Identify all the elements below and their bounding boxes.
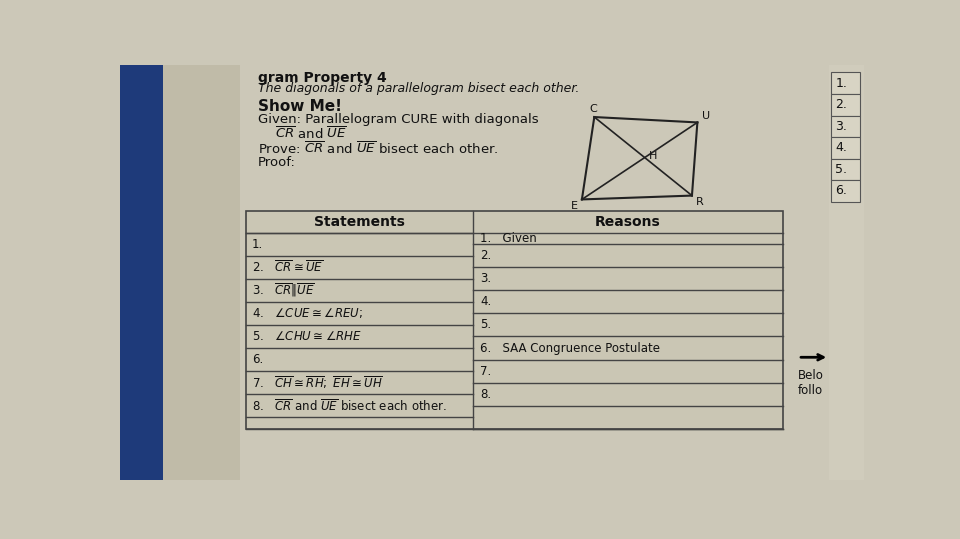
Text: 7.   $\overline{CH} \cong \overline{RH};$ $\overline{EH} \cong \overline{UH}$: 7. $\overline{CH} \cong \overline{RH};$ … <box>252 374 383 391</box>
Text: Statements: Statements <box>314 215 404 229</box>
Bar <box>829 65 864 480</box>
Bar <box>830 158 860 180</box>
Text: 5.   $\angle CHU \cong \angle RHE$: 5. $\angle CHU \cong \angle RHE$ <box>252 330 362 343</box>
Bar <box>830 72 860 94</box>
Text: The diagonals of a parallelogram bisect each other.: The diagonals of a parallelogram bisect … <box>258 81 579 95</box>
Text: Reasons: Reasons <box>595 215 660 229</box>
Text: Show Me!: Show Me! <box>258 99 342 114</box>
Text: U: U <box>702 111 710 121</box>
Text: 6.: 6. <box>252 353 263 366</box>
Text: Prove: $\overline{CR}$ and $\overline{UE}$ bisect each other.: Prove: $\overline{CR}$ and $\overline{UE… <box>258 141 498 157</box>
Text: Belo
follo: Belo follo <box>798 369 824 397</box>
Bar <box>830 94 860 115</box>
Text: 1.   Given: 1. Given <box>480 232 538 245</box>
Bar <box>120 65 162 480</box>
Text: 8.: 8. <box>480 388 492 400</box>
Text: 6.: 6. <box>835 184 848 197</box>
Text: 4.: 4. <box>480 295 492 308</box>
Text: C: C <box>588 104 596 114</box>
Text: $\overline{CR}$ and $\overline{UE}$: $\overline{CR}$ and $\overline{UE}$ <box>275 126 347 142</box>
Text: 4.: 4. <box>835 141 848 154</box>
Bar <box>162 65 240 480</box>
Text: 5.: 5. <box>835 163 848 176</box>
Text: R: R <box>696 197 704 207</box>
Text: 2.: 2. <box>835 98 848 111</box>
Text: 4.   $\angle CUE \cong \angle REU;$: 4. $\angle CUE \cong \angle REU;$ <box>252 306 363 320</box>
Text: 3.: 3. <box>480 272 492 285</box>
Text: 3.: 3. <box>835 120 848 133</box>
Bar <box>246 211 782 429</box>
Text: E: E <box>571 201 578 211</box>
Text: H: H <box>649 151 658 161</box>
Text: Given: Parallelogram CURE with diagonals: Given: Parallelogram CURE with diagonals <box>258 113 539 126</box>
Text: 1.: 1. <box>252 238 263 251</box>
Text: 3.   $\overline{CR} \| \overline{UE}$: 3. $\overline{CR} \| \overline{UE}$ <box>252 281 315 299</box>
Bar <box>830 115 860 137</box>
Text: gram Property 4: gram Property 4 <box>258 71 387 85</box>
Text: 6.   SAA Congruence Postulate: 6. SAA Congruence Postulate <box>480 342 660 355</box>
Bar <box>830 180 860 202</box>
Bar <box>830 137 860 158</box>
Text: 1.: 1. <box>835 77 848 89</box>
Text: 2.   $\overline{CR} \cong \overline{UE}$: 2. $\overline{CR} \cong \overline{UE}$ <box>252 259 323 275</box>
Text: 7.: 7. <box>480 365 492 378</box>
Text: 2.: 2. <box>480 249 492 262</box>
Text: 5.: 5. <box>480 319 492 331</box>
Text: 8.   $\overline{CR}$ and $\overline{UE}$ bisect each other.: 8. $\overline{CR}$ and $\overline{UE}$ b… <box>252 398 446 414</box>
Text: Proof:: Proof: <box>258 156 296 169</box>
